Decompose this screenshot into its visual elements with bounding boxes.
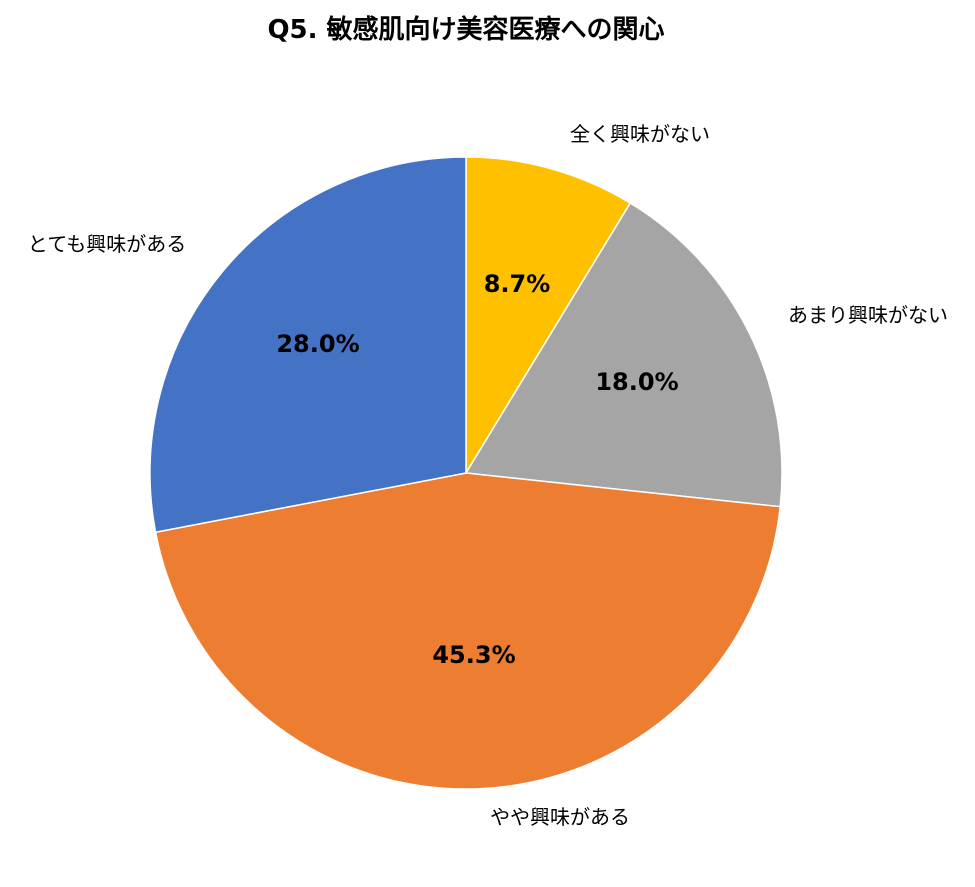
slice-value-label-4: 28.0%: [276, 330, 359, 358]
pie-slice-1: [465, 156, 632, 476]
pie-slices: [149, 156, 783, 790]
slice-category-label-2: あまり興味がない: [788, 303, 948, 327]
percent-labels: 8.7% 18.0% 45.3% 28.0%: [276, 270, 678, 669]
slice-value-label-3: 45.3%: [432, 641, 515, 669]
pie-slice-3: [154, 472, 782, 790]
slice-value-label-2: 18.0%: [595, 368, 678, 396]
slice-value-label-1: 8.7%: [484, 270, 551, 298]
slice-category-label-4: とても興味がある: [28, 232, 186, 256]
pie-slice-2: [464, 202, 783, 508]
slice-category-label-3: やや興味がある: [490, 805, 630, 829]
pie-slice-4: [149, 156, 467, 534]
chart-title: Q5. 敏感肌向け美容医療への関心: [267, 14, 664, 45]
slice-category-label-1: 全く興味がない: [570, 122, 710, 146]
